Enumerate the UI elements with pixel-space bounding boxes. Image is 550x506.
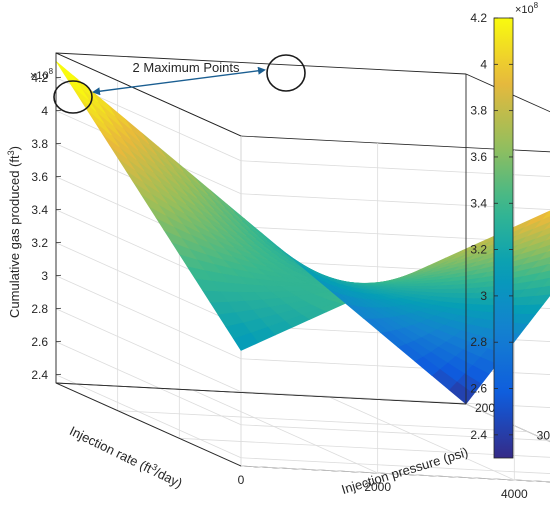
colorbar-tick-label: 3 xyxy=(480,289,487,303)
z-tick-label: 2.8 xyxy=(31,302,48,316)
x-grid-line xyxy=(329,396,515,481)
y-grid-line xyxy=(179,437,550,458)
z-axis-title: Cumulative gas produced (ft3) xyxy=(6,146,22,318)
y-grid-line xyxy=(240,465,550,483)
x-grid-line xyxy=(192,389,378,474)
axis-edge xyxy=(55,382,242,467)
colorbar-tick-label: 2.8 xyxy=(470,335,487,349)
z-tick-label: 3.6 xyxy=(31,170,48,184)
colorbar-tick-label: 3.6 xyxy=(470,150,487,164)
z-grid-line xyxy=(55,242,242,327)
z-exponent-label: ×108 xyxy=(30,67,54,82)
z-grid-line xyxy=(55,341,242,426)
colorbar-tick-label: 4.2 xyxy=(470,11,487,25)
z-grid-line xyxy=(240,226,550,243)
x-tick-label: 4000 xyxy=(501,487,528,501)
z-grid-line xyxy=(55,275,242,360)
z-tick-mark xyxy=(55,340,62,343)
z-grid-line xyxy=(240,193,550,210)
axis-edge xyxy=(55,52,467,75)
max-marker-circle-right xyxy=(266,54,306,92)
z-tick-labels: 2.4 2.6 2.8 3 3.2 3.4 3.6 3.8 4 4.2 xyxy=(31,71,62,382)
colorbar-exponent-label: ×108 xyxy=(515,1,539,16)
colorbar-gradient xyxy=(493,17,514,459)
y-grid-line xyxy=(117,410,528,433)
z-grid-line xyxy=(55,374,242,459)
z-tick-mark xyxy=(55,109,62,112)
y-tick-label: 3000 xyxy=(537,429,550,443)
annotation-arrow xyxy=(92,66,266,96)
z-tick-mark xyxy=(55,274,62,277)
z-tick-mark xyxy=(55,307,62,310)
z-tick-mark xyxy=(55,76,62,79)
colorbar-tick-label: 3.2 xyxy=(470,243,487,257)
z-tick-label: 3 xyxy=(41,269,48,283)
z-tick-label: 2.6 xyxy=(31,335,48,349)
axis-edge xyxy=(55,382,467,405)
z-tick-label: 4 xyxy=(41,104,48,118)
z-tick-label: 2.4 xyxy=(31,368,48,382)
z-tick-mark xyxy=(55,175,62,178)
colorbar-tick-label: 3.4 xyxy=(470,196,487,210)
x-tick-label: 2000 xyxy=(364,480,391,494)
max-point-annotation: 2 Maximum Points xyxy=(53,54,306,114)
z-grid-line xyxy=(240,424,550,441)
z-tick-label: 3.4 xyxy=(31,203,48,217)
colorbar-tick-label: 3.8 xyxy=(470,104,487,118)
colorbar-tick-label: 4 xyxy=(480,57,487,71)
colorbar-tick-label: 2.4 xyxy=(470,428,487,442)
z-grid-line xyxy=(240,391,550,408)
z-tick-mark xyxy=(55,208,62,211)
z-tick-label: 3.2 xyxy=(31,236,48,250)
z-tick-mark xyxy=(55,373,62,376)
z-grid-line xyxy=(240,160,550,177)
z-tick-mark xyxy=(55,142,62,145)
z-tick-label: 3.8 xyxy=(31,137,48,151)
z-tick-label: 4.2 xyxy=(31,71,48,85)
max-marker-circle-left xyxy=(53,80,93,114)
z-grid-line xyxy=(55,308,242,393)
x-tick-labels: 0200040006000 xyxy=(238,473,528,501)
x-tick-label: 0 xyxy=(238,473,245,487)
colorbar: 2.4 2.6 2.8 3 3.2 3.4 3.6 3.8 4 4.2 ×108 xyxy=(470,1,539,459)
z-grid-line xyxy=(240,457,550,474)
colorbar-tick-label: 2.6 xyxy=(470,382,487,396)
z-tick-mark xyxy=(55,241,62,244)
annotation-text: 2 Maximum Points xyxy=(133,60,240,75)
